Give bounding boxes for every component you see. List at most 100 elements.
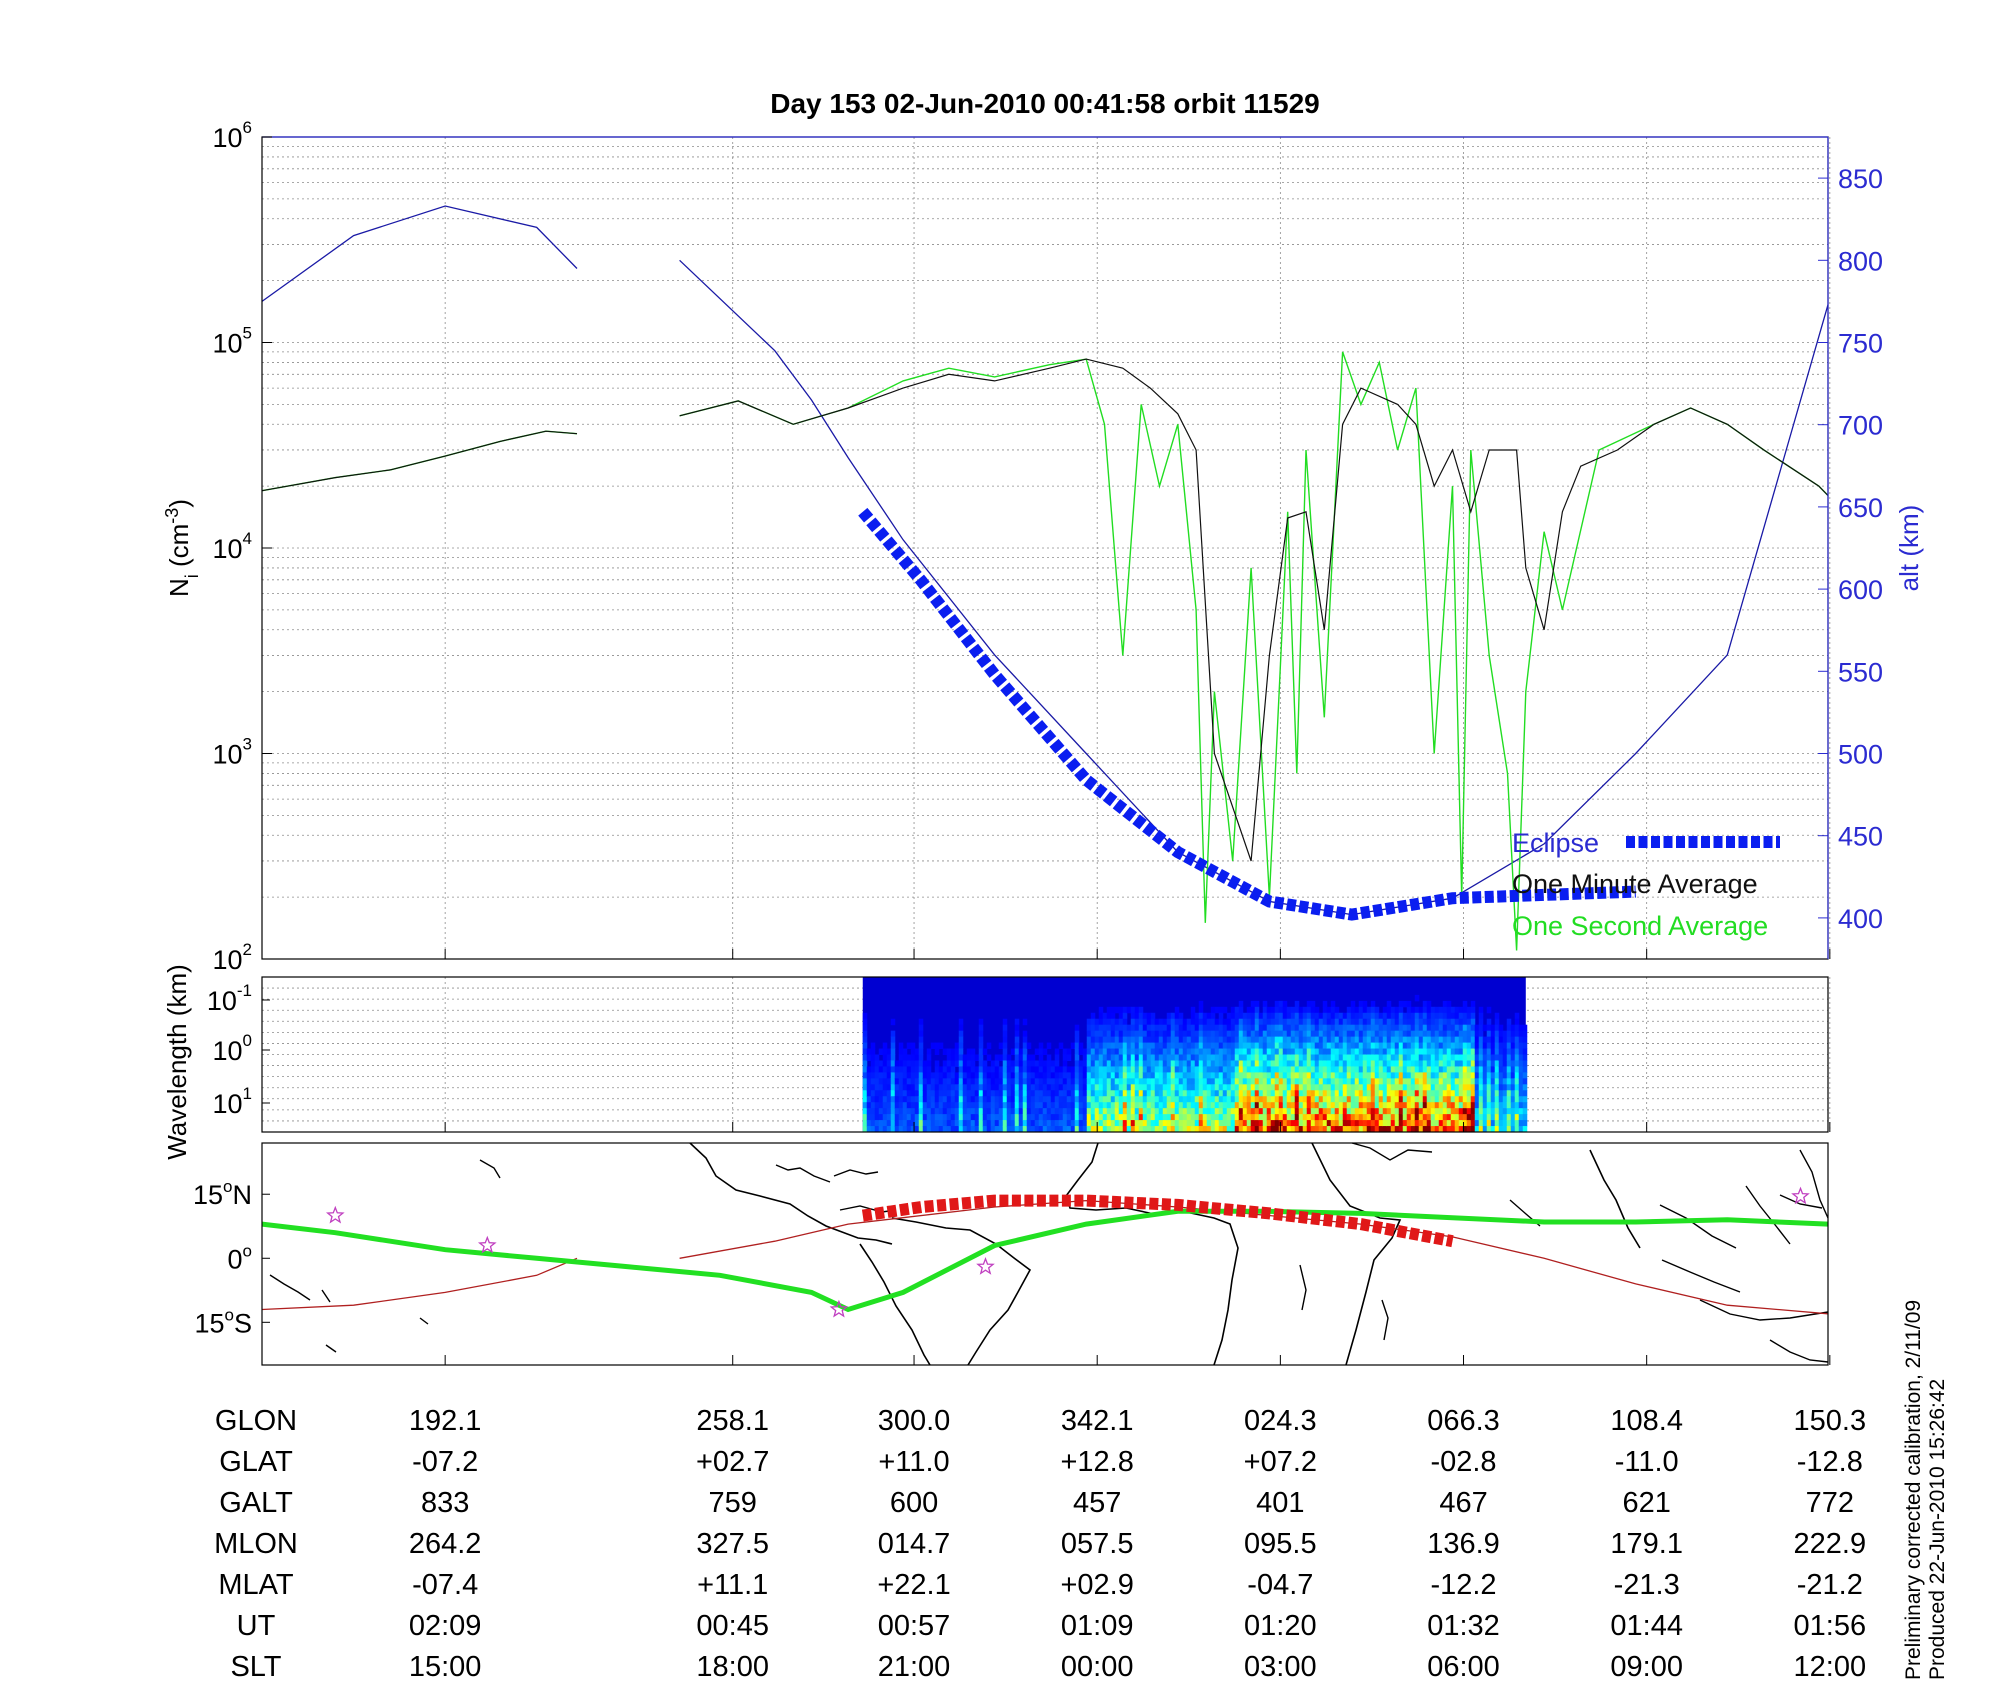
spectrogram-cell bbox=[1022, 1054, 1028, 1061]
spectrogram-cell bbox=[1418, 1120, 1424, 1127]
spectrogram-cell bbox=[862, 1090, 868, 1097]
spectrogram-cell bbox=[1498, 1090, 1504, 1097]
spectrogram-cell bbox=[1038, 1084, 1044, 1091]
spectrogram-cell bbox=[878, 1114, 884, 1121]
spectrogram-cell bbox=[1350, 1120, 1356, 1127]
spectrogram-cell bbox=[966, 1078, 972, 1085]
spectrogram-cell bbox=[1382, 1024, 1388, 1032]
spectrogram-cell bbox=[1150, 1114, 1156, 1121]
spectrogram-cell bbox=[1502, 1078, 1508, 1085]
spectrogram-cell bbox=[1462, 1024, 1468, 1032]
spectrogram-cell bbox=[1146, 1018, 1152, 1026]
spectrogram-cell bbox=[994, 1072, 1000, 1079]
spectrogram-cell bbox=[1182, 1096, 1188, 1103]
spectrogram-cell bbox=[1074, 1078, 1080, 1085]
spectrogram-cell bbox=[1474, 1120, 1480, 1127]
spectrogram-cell bbox=[910, 1126, 916, 1133]
spectrogram-cell bbox=[1302, 1006, 1308, 1014]
spectrogram-cell bbox=[1330, 1018, 1336, 1026]
spectrogram-cell bbox=[1318, 1012, 1324, 1020]
spectrogram-cell bbox=[1222, 1018, 1228, 1026]
spectrogram-cell bbox=[1482, 1120, 1488, 1127]
spectrogram-cell bbox=[1146, 1072, 1152, 1079]
spectrogram-cell bbox=[1154, 1048, 1160, 1055]
spectrogram-cell bbox=[930, 1042, 936, 1050]
spectrogram-cell bbox=[1186, 1030, 1192, 1038]
spectrogram-cell bbox=[1490, 1036, 1496, 1044]
spectrogram-cell bbox=[1250, 1024, 1256, 1032]
star-marker bbox=[325, 1205, 345, 1224]
spectrogram-cell bbox=[1242, 1096, 1248, 1103]
spectrogram-cell bbox=[946, 1102, 952, 1109]
spectrogram-cell bbox=[990, 1072, 996, 1079]
wavelength-tick-label: 10-1 bbox=[207, 981, 252, 1016]
spectrogram-cell bbox=[914, 1096, 920, 1103]
spectrogram-cell bbox=[1310, 1066, 1316, 1073]
spectrogram-cell bbox=[1502, 1096, 1508, 1103]
spectrogram-cell bbox=[1434, 1096, 1440, 1103]
spectrogram-cell bbox=[1330, 1072, 1336, 1079]
spectrogram-cell bbox=[1138, 1066, 1144, 1073]
spectrogram-cell bbox=[1350, 1006, 1356, 1014]
spectrogram-cell bbox=[1342, 1108, 1348, 1115]
spectrogram-cell bbox=[1290, 1126, 1296, 1133]
spectrogram-cell bbox=[1194, 1054, 1200, 1061]
spectrogram-cell bbox=[1278, 1096, 1284, 1103]
table-cell: 014.7 bbox=[877, 1528, 951, 1560]
spectrogram-cell bbox=[1238, 1066, 1244, 1073]
table-cell: 12:00 bbox=[1793, 1651, 1867, 1683]
spectrogram-cell bbox=[1014, 1060, 1020, 1067]
spectrogram-cell bbox=[930, 1108, 936, 1115]
spectrogram-cell bbox=[1218, 1090, 1224, 1097]
spectrogram-cell bbox=[1022, 1114, 1028, 1121]
spectrogram-cell bbox=[1118, 1120, 1124, 1127]
spectrogram-cell bbox=[1042, 1114, 1048, 1121]
spectrogram-cell bbox=[1162, 1024, 1168, 1032]
spectrogram-cell bbox=[1322, 1054, 1328, 1061]
spectrogram-cell bbox=[1486, 1066, 1492, 1073]
spectrogram-cell bbox=[1114, 1024, 1120, 1032]
spectrogram-cell bbox=[998, 1102, 1004, 1109]
spectrogram-cell bbox=[1466, 1054, 1472, 1061]
spectrogram-cell bbox=[1062, 1108, 1068, 1115]
spectrogram-cell bbox=[1174, 1030, 1180, 1038]
spectrogram-cell bbox=[1018, 1048, 1024, 1055]
spectrogram-cell bbox=[1182, 1126, 1188, 1133]
spectrogram-cell bbox=[1354, 1126, 1360, 1133]
spectrogram-cell bbox=[898, 1114, 904, 1121]
right-tick-label: 400 bbox=[1838, 904, 1883, 934]
spectrogram-cell bbox=[1230, 1006, 1236, 1014]
spectrogram-cell bbox=[1506, 1066, 1512, 1073]
spectrogram-cell bbox=[1322, 1072, 1328, 1079]
spectrogram-cell bbox=[1274, 1024, 1280, 1032]
spectrogram-cell bbox=[1026, 1126, 1032, 1133]
spectrogram-cell bbox=[1214, 1084, 1220, 1091]
spectrogram-cell bbox=[1302, 1078, 1308, 1085]
spectrogram-cell bbox=[1470, 1084, 1476, 1091]
spectrogram-cell bbox=[1186, 1066, 1192, 1073]
spectrogram-cell bbox=[898, 1084, 904, 1091]
spectrogram-cell bbox=[1462, 1000, 1468, 1008]
spectrogram-cell bbox=[1334, 1042, 1340, 1050]
spectrogram-cell bbox=[1294, 1096, 1300, 1103]
spectrogram-cell bbox=[1382, 1114, 1388, 1121]
spectrogram-cell bbox=[1070, 1072, 1076, 1079]
spectrogram-cell bbox=[1474, 1024, 1480, 1032]
spectrogram-cell bbox=[942, 1084, 948, 1091]
spectrogram-cell bbox=[1314, 1018, 1320, 1026]
spectrogram-cell bbox=[1098, 1072, 1104, 1079]
spectrogram-cell bbox=[1494, 1060, 1500, 1067]
spectrogram-cell bbox=[1242, 1126, 1248, 1133]
spectrogram-cell bbox=[966, 1048, 972, 1055]
spectrogram-cell bbox=[882, 1060, 888, 1067]
spectrogram-cell bbox=[1298, 1072, 1304, 1079]
spectrogram-cell bbox=[1014, 1048, 1020, 1055]
spectrogram-cell bbox=[1374, 1060, 1380, 1067]
spectrogram-cell bbox=[1390, 1072, 1396, 1079]
spectrogram-cell bbox=[1414, 1084, 1420, 1091]
spectrogram-cell bbox=[1334, 1006, 1340, 1014]
spectrogram-cell bbox=[1390, 1060, 1396, 1067]
spectrogram-cell bbox=[1042, 1120, 1048, 1127]
spectrogram-cell bbox=[1186, 1114, 1192, 1121]
spectrogram-cell bbox=[994, 1084, 1000, 1091]
